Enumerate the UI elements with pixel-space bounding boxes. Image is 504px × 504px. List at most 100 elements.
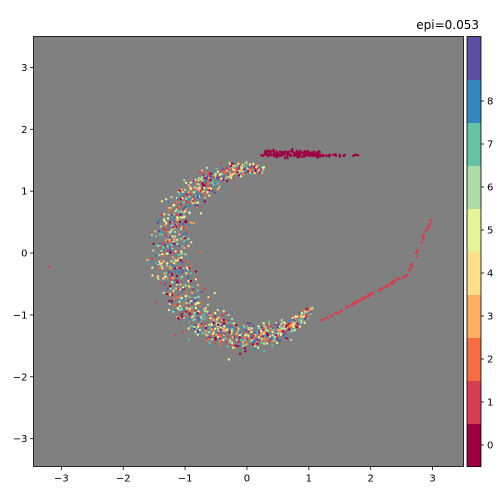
scatter-point bbox=[161, 242, 165, 245]
scatter-point bbox=[203, 180, 206, 183]
scatter-point bbox=[164, 275, 167, 279]
scatter-point bbox=[392, 281, 395, 284]
scatter-point bbox=[204, 192, 207, 196]
scatter-point bbox=[179, 203, 183, 206]
scatter-point bbox=[186, 276, 190, 279]
scatter-point bbox=[226, 328, 229, 331]
scatter-point bbox=[179, 305, 182, 308]
scatter-point bbox=[185, 314, 188, 317]
scatter-point bbox=[165, 221, 168, 224]
scatter-point bbox=[169, 287, 172, 290]
scatter-point bbox=[184, 241, 188, 244]
scatter-point bbox=[171, 235, 174, 238]
scatter-point bbox=[416, 249, 419, 253]
scatter-point bbox=[188, 256, 192, 259]
scatter-point bbox=[178, 308, 181, 311]
scatter-point bbox=[159, 281, 162, 285]
scatter-point bbox=[209, 172, 212, 175]
scatter-point bbox=[183, 308, 186, 311]
scatter-point bbox=[247, 170, 250, 173]
scatter-point bbox=[160, 200, 164, 203]
scatter-point bbox=[165, 262, 169, 265]
scatter-point bbox=[213, 315, 217, 318]
scatter-point bbox=[149, 235, 152, 239]
scatter-point bbox=[247, 337, 250, 340]
scatter-point bbox=[181, 261, 184, 264]
scatter-point bbox=[235, 168, 238, 172]
scatter-point bbox=[303, 153, 307, 156]
scatter-point bbox=[243, 339, 246, 342]
scatter-point bbox=[177, 266, 180, 269]
scatter-point bbox=[246, 167, 249, 170]
scatter-point bbox=[267, 329, 270, 333]
scatter-point bbox=[212, 181, 215, 184]
scatter-point bbox=[218, 337, 222, 340]
scatter-point bbox=[230, 341, 234, 345]
scatter-point bbox=[244, 162, 247, 165]
scatter-point bbox=[187, 304, 190, 307]
scatter-point bbox=[203, 318, 206, 321]
scatter-point bbox=[198, 186, 201, 189]
scatter-point bbox=[200, 320, 203, 323]
scatter-point bbox=[196, 193, 200, 197]
colorbar-tick-label: 3 bbox=[487, 312, 493, 323]
scatter-point bbox=[235, 328, 238, 331]
scatter-point bbox=[192, 195, 195, 199]
scatter-point bbox=[307, 152, 310, 155]
scatter-point bbox=[180, 308, 183, 311]
scatter-point bbox=[176, 306, 179, 310]
scatter-point bbox=[204, 330, 207, 333]
scatter-point bbox=[185, 266, 189, 269]
scatter-point bbox=[191, 286, 194, 289]
scatter-point bbox=[352, 304, 355, 307]
scatter-point bbox=[268, 335, 272, 338]
scatter-point bbox=[242, 169, 246, 173]
scatter-point bbox=[243, 334, 247, 337]
scatter-point bbox=[153, 230, 157, 233]
scatter-point bbox=[185, 225, 188, 228]
scatter-point bbox=[192, 327, 196, 330]
scatter-point bbox=[271, 344, 274, 347]
scatter-point bbox=[197, 183, 201, 186]
scatter-point bbox=[305, 317, 308, 321]
scatter-point bbox=[283, 156, 287, 160]
scatter-point bbox=[297, 315, 301, 318]
scatter-point bbox=[171, 310, 175, 314]
y-tick-label: 3 bbox=[21, 63, 27, 74]
scatter-point bbox=[160, 265, 163, 268]
scatter-point bbox=[158, 219, 161, 223]
scatter-point bbox=[267, 149, 271, 152]
scatter-point bbox=[275, 337, 279, 340]
scatter-point bbox=[181, 216, 184, 219]
scatter-point bbox=[177, 253, 180, 256]
colorbar: 0 1 2 3 4 5 6 7 8 bbox=[466, 36, 493, 467]
scatter-point bbox=[186, 260, 189, 263]
scatter-point bbox=[237, 162, 240, 166]
scatter-point bbox=[186, 268, 190, 271]
scatter-point bbox=[197, 325, 200, 328]
scatter-point bbox=[183, 179, 186, 182]
scatter-point bbox=[192, 318, 195, 322]
scatter-point bbox=[313, 150, 316, 153]
scatter-point bbox=[165, 280, 168, 284]
scatter-point bbox=[212, 183, 216, 186]
scatter-point bbox=[185, 316, 188, 319]
scatter-point bbox=[222, 176, 225, 179]
colorbar-segment bbox=[467, 423, 481, 467]
scatter-point bbox=[359, 299, 363, 302]
scatter-point bbox=[173, 220, 176, 223]
scatter-point bbox=[310, 306, 314, 310]
scatter-point bbox=[193, 314, 196, 317]
scatter-point bbox=[209, 175, 212, 178]
colorbar-frame bbox=[466, 36, 482, 467]
scatter-point bbox=[162, 291, 165, 295]
scatter-point bbox=[267, 339, 271, 342]
scatter-point bbox=[303, 321, 306, 324]
scatter-point bbox=[238, 344, 241, 347]
scatter-point bbox=[163, 244, 167, 247]
scatter-point bbox=[188, 301, 192, 304]
scatter-point bbox=[189, 265, 192, 268]
scatter-point bbox=[199, 305, 202, 308]
scatter-point bbox=[334, 311, 337, 315]
scatter-point bbox=[331, 314, 334, 318]
